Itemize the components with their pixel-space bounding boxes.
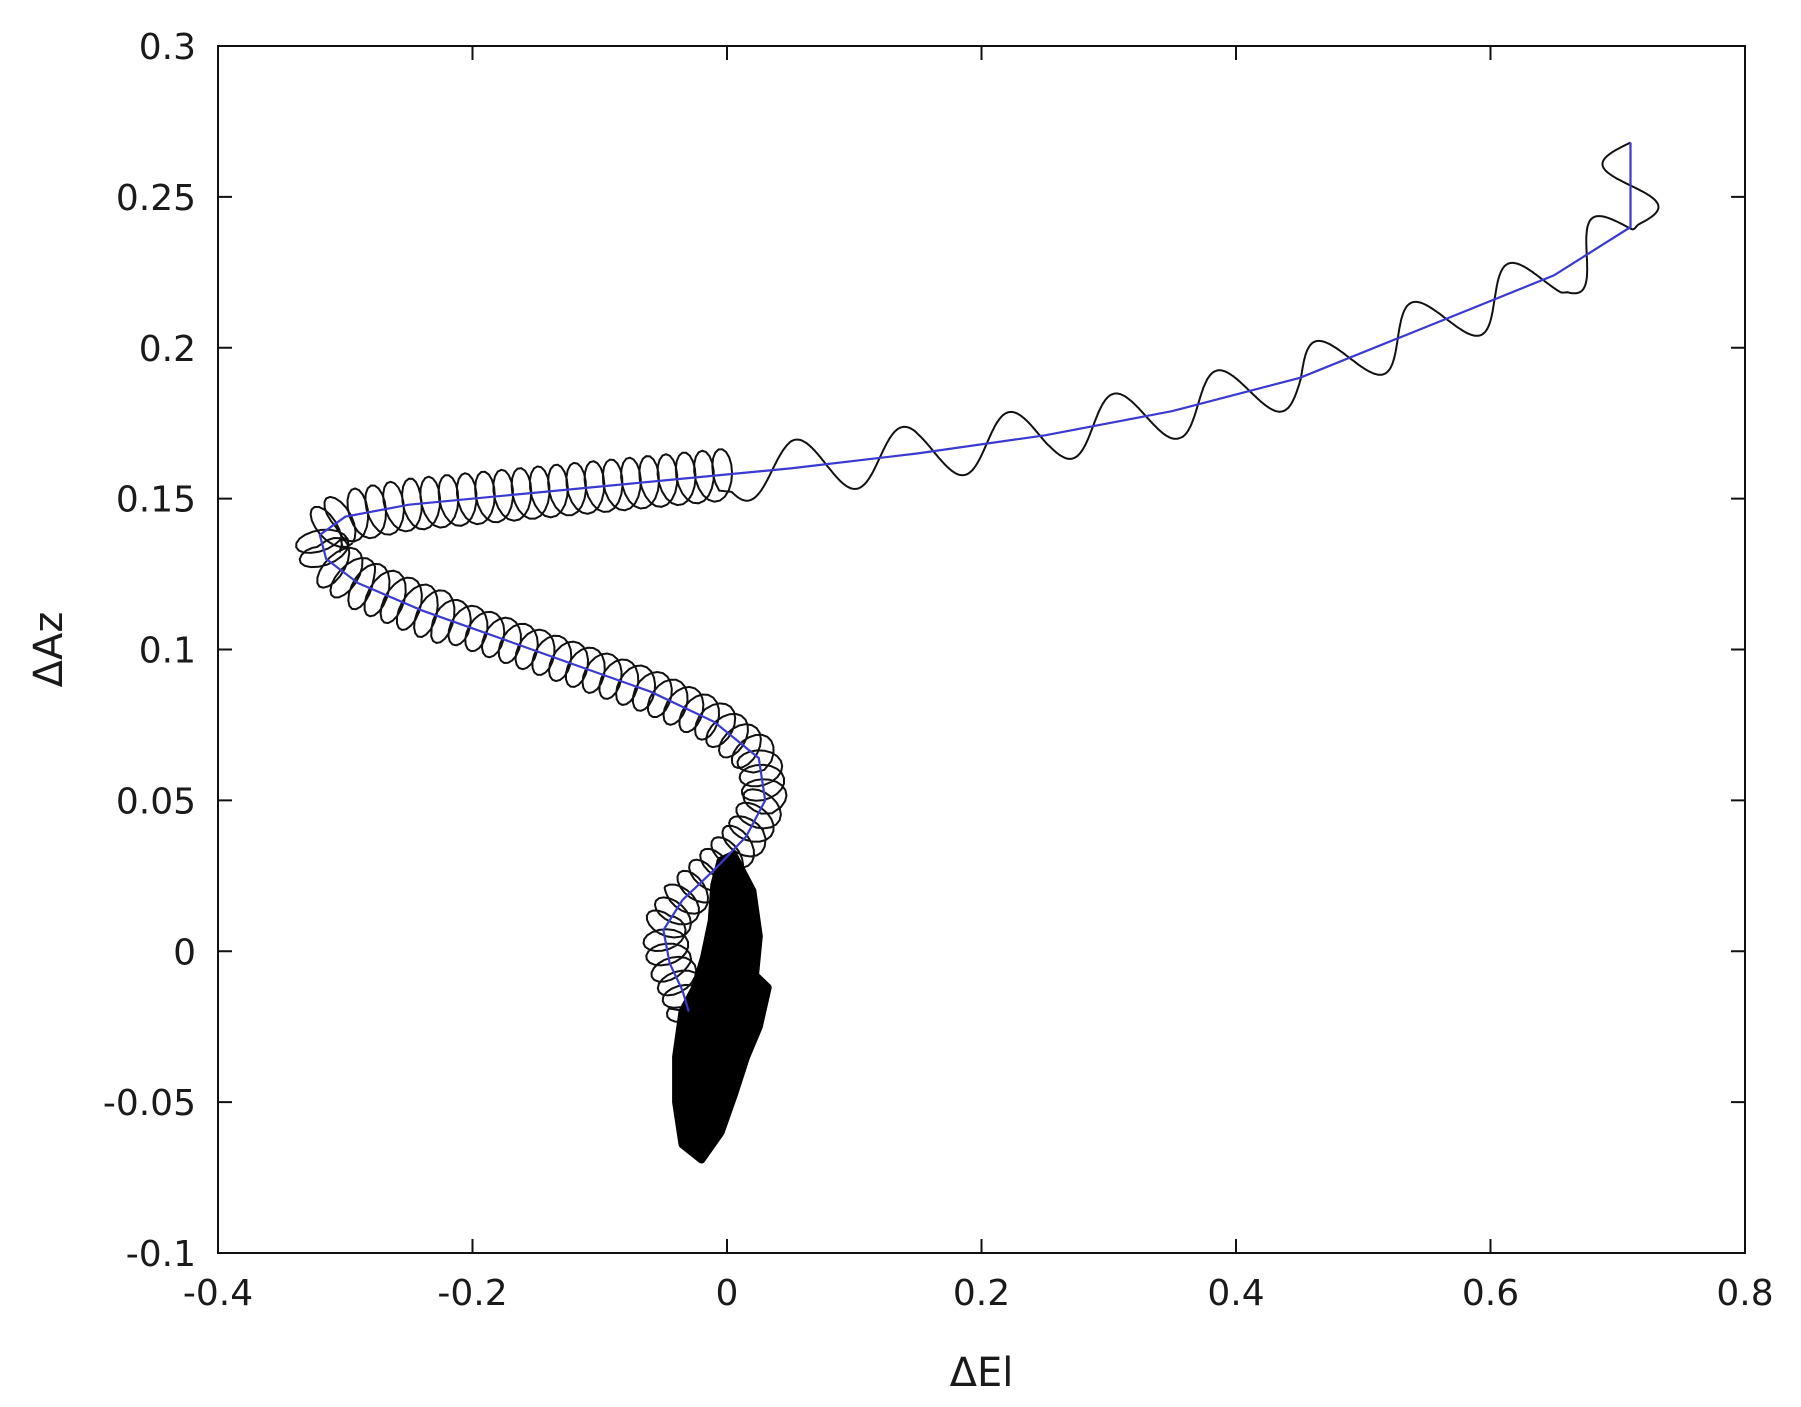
series-oscillating-track (295, 141, 1660, 1023)
x-tick-label: 0.2 (953, 1273, 1010, 1314)
x-tick-label: 0.6 (1462, 1273, 1519, 1314)
y-tick-label: 0 (173, 932, 196, 973)
y-tick-label: 0.05 (116, 781, 196, 822)
axis-ticks: -0.4 -0.2 0 0.2 0.4 0.6 0.8 -0.1 -0.05 0 0.05 0.1 0.… (103, 27, 1774, 1314)
x-axis-label: ΔEl (950, 1350, 1014, 1396)
series-mean-track (318, 142, 1632, 1012)
x-tick-label: 0 (716, 1273, 739, 1314)
y-tick-label: -0.05 (103, 1083, 196, 1124)
series-dense-cluster (672, 850, 772, 1164)
y-tick-label: 0.15 (116, 480, 196, 521)
x-tick-label: 0.8 (1716, 1273, 1773, 1314)
y-tick-label: 0.3 (139, 27, 196, 68)
x-tick-label: -0.4 (183, 1273, 253, 1314)
y-tick-label: 0.1 (139, 631, 196, 672)
plot-area (295, 141, 1660, 1164)
y-tick-label: -0.1 (126, 1234, 196, 1275)
x-tick-label: 0.4 (1207, 1273, 1264, 1314)
x-tick-label: -0.2 (437, 1273, 507, 1314)
y-tick-label: 0.25 (116, 178, 196, 219)
y-axis-label: ΔAz (26, 612, 72, 688)
y-tick-label: 0.2 (139, 329, 196, 370)
